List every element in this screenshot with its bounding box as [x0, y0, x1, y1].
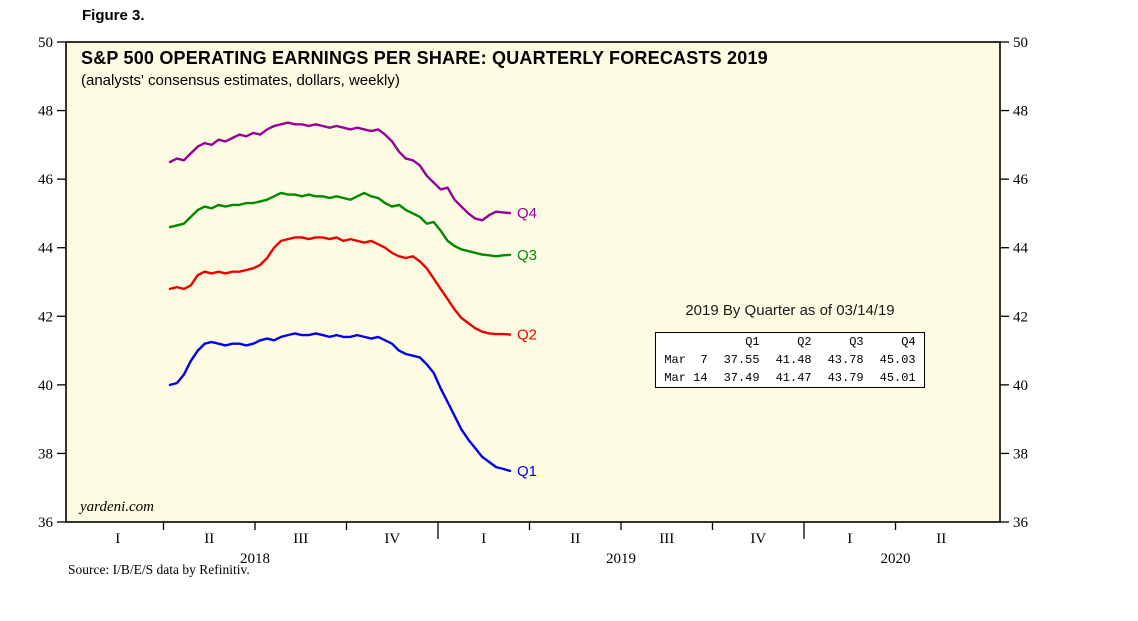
y-tick-label-left: 50	[38, 35, 53, 51]
quarter-label: IV	[384, 531, 400, 547]
forecast-table-cell: 41.48	[775, 353, 812, 367]
series-q2-label: Q2	[517, 326, 537, 343]
forecast-table-cell: Q3	[849, 335, 864, 349]
y-tick-label-left: 40	[38, 378, 53, 394]
series-q4-label: Q4	[517, 205, 537, 222]
series-q2-line	[168, 236, 512, 336]
forecast-table-cell: 43.78	[827, 353, 864, 367]
y-tick-label-right: 48	[1013, 104, 1028, 120]
quarter-label: II	[570, 531, 580, 547]
figure-label: Figure 3.	[82, 7, 145, 24]
y-tick-label-right: 42	[1013, 309, 1028, 325]
annotation-title: 2019 By Quarter as of 03/14/19	[685, 302, 895, 319]
forecast-table-cell: 45.01	[879, 371, 916, 385]
quarter-label: II	[936, 531, 946, 547]
series-q1-line	[168, 332, 512, 473]
y-tick-label-left: 36	[38, 515, 54, 531]
forecast-table-row: Mar 14 37.49 41.47 43.79 45.01	[656, 369, 924, 388]
chart-subtitle: (analysts' consensus estimates, dollars,…	[81, 72, 400, 89]
forecast-table-cell: Mar 14	[664, 371, 708, 385]
source-note: Source: I/B/E/S data by Refinitiv.	[68, 562, 250, 577]
series-q3-label: Q3	[517, 247, 537, 264]
forecast-table-row: Mar 7 37.55 41.48 43.78 45.03	[656, 351, 924, 369]
chart-title: S&P 500 OPERATING EARNINGS PER SHARE: QU…	[81, 48, 768, 68]
series-q1-label: Q1	[517, 463, 537, 480]
forecast-table-cell: 43.79	[827, 371, 864, 385]
y-tick-label-left: 42	[38, 309, 53, 325]
forecast-table-cell: Mar 7	[664, 353, 708, 367]
forecast-table-cell: Q1	[745, 335, 760, 349]
quarter-label: I	[115, 531, 120, 547]
quarter-label: II	[204, 531, 214, 547]
forecast-table: Q1 Q2 Q3 Q4 Mar 7 37.55 41.48 43.78 45.03 Mar 14 3…	[655, 332, 925, 388]
y-tick-label-left: 38	[38, 446, 53, 462]
y-tick-label-right: 36	[1013, 515, 1029, 531]
y-tick-label-right: 50	[1013, 35, 1028, 51]
year-label: 2019	[606, 551, 636, 567]
plot-area	[65, 41, 1001, 523]
watermark: yardeni.com	[80, 499, 155, 515]
quarter-label: III	[293, 531, 308, 547]
year-label: 2020	[881, 551, 911, 567]
y-tick-label-right: 40	[1013, 378, 1028, 394]
y-tick-label-left: 44	[38, 241, 54, 257]
y-tick-label-right: 44	[1013, 241, 1029, 257]
annotation-box: 2019 By Quarter as of 03/14/19 Q1 Q2 Q3 Q4 M…	[644, 302, 936, 388]
y-tick-label-left: 46	[38, 172, 54, 188]
y-tick-label-right: 38	[1013, 446, 1028, 462]
forecast-table-cell: Q4	[901, 335, 916, 349]
y-tick-label-left: 48	[38, 104, 53, 120]
forecast-table-header-row: Q1 Q2 Q3 Q4	[656, 333, 924, 352]
forecast-table-cell: 37.49	[723, 371, 760, 385]
series-q4-line	[168, 121, 512, 222]
forecast-table-cell: 41.47	[775, 371, 812, 385]
forecast-table-cell: 45.03	[879, 353, 916, 367]
forecast-table-cell: 37.55	[723, 353, 760, 367]
year-label: 2018	[240, 551, 270, 567]
quarter-label: IV	[750, 531, 766, 547]
quarter-label: I	[481, 531, 486, 547]
quarter-label: I	[847, 531, 852, 547]
series-q3-line	[168, 191, 512, 258]
y-tick-label-right: 46	[1013, 172, 1029, 188]
forecast-table-cell: Q2	[797, 335, 812, 349]
quarter-label: III	[659, 531, 674, 547]
forecast-table-cell	[656, 333, 716, 352]
